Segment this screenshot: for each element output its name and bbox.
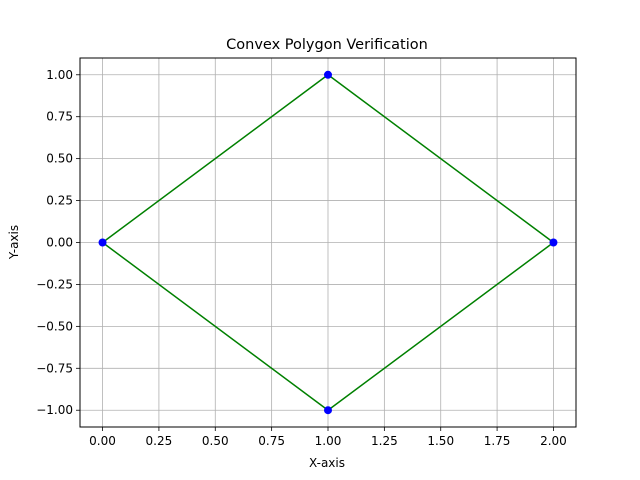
y-tick-label: −1.00 — [36, 403, 73, 417]
y-tick-label: 0.75 — [46, 110, 73, 124]
x-tick-label: 0.00 — [89, 434, 116, 448]
vertex-point — [98, 238, 107, 247]
x-axis-ticks: 0.00 0.25 0.50 0.75 1.00 1.25 1.50 1.75 2.00 — [89, 427, 567, 448]
x-tick-label: 0.25 — [146, 434, 173, 448]
x-tick-label: 0.50 — [202, 434, 229, 448]
x-axis-label: X-axis — [309, 456, 345, 470]
vertex-point — [549, 238, 558, 247]
chart-title: Convex Polygon Verification — [226, 37, 428, 53]
y-axis-label: Y-axis — [7, 225, 21, 260]
x-tick-label: 1.00 — [315, 434, 342, 448]
y-tick-label: 1.00 — [46, 68, 73, 82]
y-tick-label: 0.25 — [46, 194, 73, 208]
y-tick-label: 0.00 — [46, 236, 73, 250]
y-tick-label: −0.75 — [36, 361, 73, 375]
y-axis-ticks: −1.00 −0.75 −0.50 −0.25 0.00 0.25 0.50 0.75 1.00 — [36, 68, 80, 417]
vertex-point — [324, 406, 332, 415]
x-tick-label: 1.50 — [427, 434, 454, 448]
x-tick-label: 2.00 — [540, 434, 567, 448]
vertex-point — [324, 70, 332, 79]
points-layer — [98, 70, 558, 415]
y-tick-label: −0.50 — [36, 319, 73, 333]
x-tick-label: 1.25 — [371, 434, 398, 448]
y-tick-label: 0.50 — [46, 152, 73, 166]
x-tick-label: 1.75 — [484, 434, 511, 448]
y-tick-label: −0.25 — [36, 277, 73, 291]
x-tick-label: 0.75 — [258, 434, 285, 448]
